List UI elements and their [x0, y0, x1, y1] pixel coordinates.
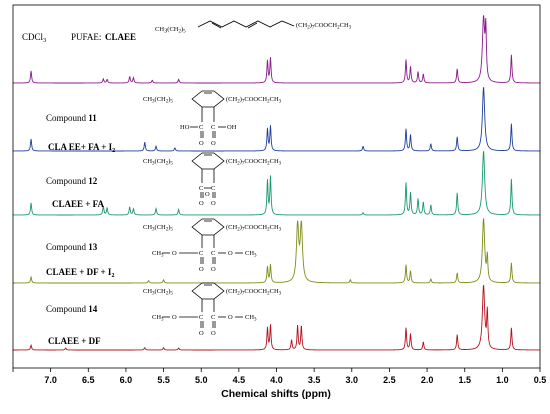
row-compound-12-annotations: Compound 12 CLAEE + FA CH3(CH2)5 (CH2)7C… [46, 152, 282, 209]
pufae-prefix: PUFAE: [71, 32, 101, 42]
svg-text:O: O [199, 140, 204, 147]
compound-14-number: 14 [88, 304, 98, 314]
label-compound-14: CLAEE + DF [48, 336, 101, 346]
spectrum-claee-df [13, 284, 540, 351]
svg-text:O: O [199, 330, 204, 337]
x-axis-ticks: 7.0 6.5 6.0 5.5 5.0 4.5 4.0 3.5 3.0 2.5 2.0 1.5 1.0 0… [12, 368, 547, 385]
x-tick-label: 3.5 [308, 375, 321, 385]
svg-text:OH: OH [227, 124, 237, 131]
x-tick-label: 2.5 [383, 375, 396, 385]
svg-text:O: O [228, 250, 233, 257]
svg-text:O: O [172, 314, 177, 321]
svg-text:HO: HO [180, 124, 190, 131]
x-tick-label: 6.0 [120, 375, 133, 385]
x-tick-label: 3.0 [346, 375, 359, 385]
svg-text:CH3(CH2)5: CH3(CH2)5 [155, 26, 186, 35]
svg-text:CLAEE + DF + I2: CLAEE + DF + I2 [46, 267, 114, 279]
svg-text:O: O [211, 330, 216, 337]
compound-12-number: 12 [88, 176, 98, 186]
svg-text:O: O [211, 140, 216, 147]
svg-text:O: O [211, 266, 216, 273]
svg-text:Compound 13: Compound 13 [46, 242, 98, 252]
svg-text:C: C [199, 124, 203, 131]
x-tick-label: 5.5 [157, 375, 170, 385]
label-compound-11: CLA EE+ FA + I [48, 142, 113, 152]
compound-word: Compound [46, 113, 87, 123]
compound-11-structure: CH3(CH2)5 (CH2)7COOCH2CH3 C C HO OH O O [143, 90, 282, 147]
svg-text:(CH2)7COOCH2CH3: (CH2)7COOCH2CH3 [226, 96, 282, 105]
svg-text:Compound 12: Compound 12 [46, 176, 98, 186]
x-tick-label: 4.5 [233, 375, 246, 385]
compound-13-structure: CH3(CH2)5 (CH2)7COOCH2CH3 C C CH3 O O CH… [143, 218, 282, 273]
x-tick-label: 1.0 [496, 375, 509, 385]
svg-text:C: C [211, 185, 215, 192]
svg-text:O: O [199, 200, 204, 207]
row-compound-14-annotations: Compound 14 CLAEE + DF CH3(CH2)5 (CH2)7C… [46, 282, 282, 346]
spectrum-claee [13, 15, 540, 84]
label-compound-13: CLAEE + DF + I [46, 267, 112, 277]
claee-structure: CH3(CH2)5 (CH2)7COOCH2CH3 [155, 20, 352, 35]
row-compound-11-annotations: Compound 11 CLA EE+ FA + I2 CH3(CH2)5 (C… [46, 90, 282, 154]
svg-text:C: C [199, 314, 203, 321]
svg-text:Compound 14: Compound 14 [46, 304, 98, 314]
svg-text:Compound 11: Compound 11 [46, 113, 97, 123]
compound-12-structure: CH3(CH2)5 (CH2)7COOCH2CH3 C C O O O [143, 152, 282, 207]
spectrum-claee-fa [13, 151, 540, 216]
x-tick-label: 4.0 [270, 375, 283, 385]
svg-text:C: C [211, 250, 215, 257]
svg-text:C: C [199, 250, 203, 257]
compound-11-number: 11 [88, 113, 97, 123]
svg-text:CH3(CH2)5: CH3(CH2)5 [143, 224, 173, 233]
x-axis-title: Chemical shifts (ppm) [221, 388, 331, 400]
svg-text:CH3(CH2)5: CH3(CH2)5 [143, 158, 173, 167]
svg-text:CLA EE+ FA + I2: CLA EE+ FA + I2 [48, 142, 115, 154]
x-tick-label: 1.5 [458, 375, 471, 385]
x-tick-label: 5.0 [195, 375, 208, 385]
svg-text:(CH2)7COOCH2CH3: (CH2)7COOCH2CH3 [226, 158, 282, 167]
x-tick-label: 0.5 [534, 375, 547, 385]
spectrum-claee-df-i2 [13, 218, 540, 284]
compound-13-number: 13 [88, 242, 98, 252]
row-claee-annotations: CDCl3 PUFAE: CLAEE CH3(CH2)5 (CH2)7COOCH… [22, 20, 352, 44]
svg-text:(CH2)7COOCH2CH3: (CH2)7COOCH2CH3 [296, 22, 352, 31]
svg-text:(CH2)7COOCH2CH3: (CH2)7COOCH2CH3 [226, 224, 282, 233]
solvent-label: CDCl [22, 32, 44, 42]
svg-text:C: C [211, 124, 215, 131]
svg-text:O: O [211, 200, 216, 207]
svg-text:CH3(CH2)5: CH3(CH2)5 [143, 288, 173, 297]
svg-text:O: O [228, 314, 233, 321]
x-tick-label: 6.5 [82, 375, 95, 385]
spectrum-cla-ee-fa-i2 [13, 87, 541, 152]
svg-text:O: O [205, 191, 210, 198]
svg-text:O: O [172, 250, 177, 257]
compound-14-structure: CH3(CH2)5 (CH2)7COOCH2CH3 C C CH3 O O CH… [143, 282, 282, 337]
svg-text:CDCl3: CDCl3 [22, 32, 46, 44]
row-compound-13-annotations: Compound 13 CLAEE + DF + I2 CH3(CH2)5 (C… [46, 218, 282, 279]
svg-text:CH3(CH2)5: CH3(CH2)5 [143, 96, 173, 105]
svg-text:C: C [199, 185, 203, 192]
x-tick-label: 7.0 [44, 375, 57, 385]
svg-text:(CH2)7COOCH2CH3: (CH2)7COOCH2CH3 [226, 288, 282, 297]
svg-text:CH3: CH3 [152, 314, 164, 323]
label-compound-12: CLAEE + FA [52, 199, 104, 209]
svg-text:CH3: CH3 [152, 250, 164, 259]
svg-text:CH3: CH3 [245, 314, 257, 323]
x-tick-label: 2.0 [421, 375, 434, 385]
svg-text:O: O [199, 266, 204, 273]
pufae-name: CLAEE [105, 32, 136, 42]
svg-text:C: C [211, 314, 215, 321]
svg-text:CH3: CH3 [245, 250, 257, 259]
spectra-traces [13, 15, 541, 351]
